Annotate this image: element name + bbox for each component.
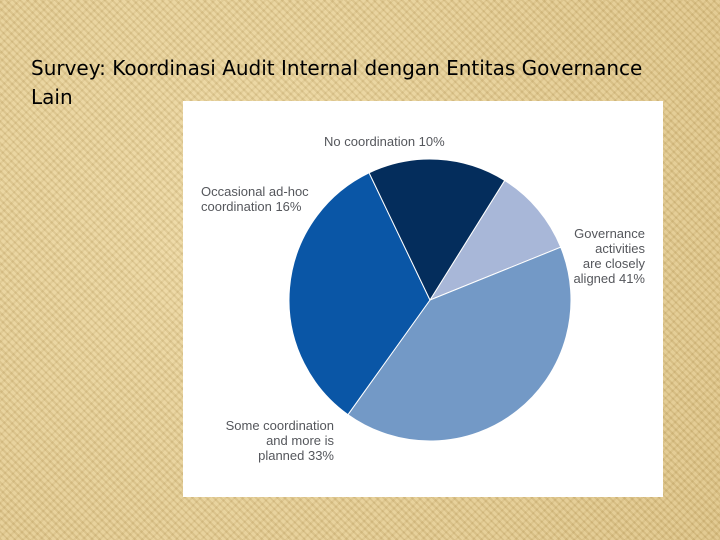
slice-label-4: Occasional ad-hoc coordination 16%	[201, 184, 309, 214]
pie-chart-panel: No coordination 10% Governance activities a…	[183, 101, 663, 497]
pie-slice-3	[288, 172, 431, 416]
pie-slice-2	[347, 246, 572, 442]
pie-labels: No coordination 10% Governance activities a…	[201, 134, 645, 463]
pie-slice-1	[428, 179, 562, 302]
slice-label-2: Governance activities are closely aligned 4…	[573, 226, 645, 286]
slide-title: Survey: Koordinasi Audit Internal dengan…	[31, 56, 643, 109]
pie-chart: No coordination 10% Governance activities a…	[201, 134, 645, 463]
pie-slice-4	[368, 158, 506, 302]
slice-label-1: No coordination 10%	[324, 134, 445, 149]
slice-label-3: Some coordination and more is planned 33%	[226, 418, 335, 463]
pie-slices	[288, 158, 572, 442]
